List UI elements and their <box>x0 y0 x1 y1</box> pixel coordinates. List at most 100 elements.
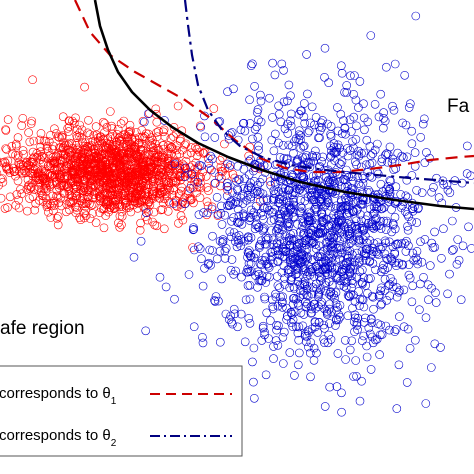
blue-point <box>221 309 231 319</box>
red-point <box>91 122 101 131</box>
red-point <box>124 193 133 202</box>
blue-point <box>445 269 454 279</box>
red-point <box>24 160 33 169</box>
blue-point <box>233 161 243 171</box>
red-point <box>53 162 62 172</box>
blue-point <box>288 257 298 266</box>
red-point <box>57 178 67 188</box>
red-point <box>152 221 162 231</box>
blue-point <box>430 339 440 349</box>
blue-point <box>343 210 352 220</box>
blue-point <box>321 278 331 287</box>
blue-point <box>284 197 294 207</box>
red-point <box>180 193 189 202</box>
blue-point <box>346 71 355 80</box>
blue-point <box>385 279 394 289</box>
blue-point <box>402 209 412 219</box>
blue-point <box>404 103 414 112</box>
blue-point <box>426 363 436 372</box>
blue-point <box>458 241 468 251</box>
blue-point <box>347 336 357 346</box>
blue-point <box>324 175 333 185</box>
blue-point <box>326 287 336 297</box>
blue-point <box>282 315 291 324</box>
blue-point <box>307 188 317 197</box>
red-point <box>85 130 95 139</box>
blue-point <box>294 126 304 135</box>
blue-point <box>307 324 317 334</box>
blue-point <box>234 175 243 184</box>
blue-point <box>273 198 283 207</box>
red-point <box>117 135 126 144</box>
blue-point <box>245 294 255 304</box>
red-point <box>13 133 23 142</box>
blue-point <box>430 227 439 237</box>
red-point <box>189 198 198 208</box>
blue-point <box>254 276 264 286</box>
blue-point <box>270 129 280 139</box>
blue-point <box>279 196 288 205</box>
blue-point <box>250 224 260 234</box>
blue-point <box>338 175 348 184</box>
red-point <box>97 150 106 159</box>
blue-point <box>357 295 367 304</box>
blue-point <box>297 249 307 258</box>
red-point <box>99 162 108 171</box>
red-point <box>66 167 76 176</box>
red-point <box>159 127 168 137</box>
blue-point <box>408 281 418 291</box>
blue-point <box>246 259 256 268</box>
blue-point <box>332 305 341 315</box>
red-point <box>164 161 174 171</box>
red-point <box>104 207 113 217</box>
blue-point <box>376 179 386 189</box>
red-point <box>70 202 80 211</box>
blue-point <box>211 292 221 301</box>
red-point <box>19 149 29 159</box>
blue-point <box>334 211 344 220</box>
blue-point <box>260 292 269 302</box>
red-point <box>24 128 33 137</box>
blue-point <box>284 218 293 227</box>
red-point <box>159 125 169 135</box>
blue-point <box>278 297 287 307</box>
red-point <box>174 189 184 198</box>
red-point <box>153 150 162 160</box>
red-point <box>209 104 219 113</box>
blue-point <box>239 211 249 220</box>
blue-point <box>253 181 262 190</box>
blue-point <box>348 137 357 146</box>
blue-point <box>341 258 351 268</box>
blue-point <box>246 194 255 204</box>
blue-point <box>388 242 398 252</box>
blue-point <box>326 131 336 141</box>
blue-point <box>352 224 361 234</box>
blue-point <box>334 310 344 319</box>
blue-point <box>372 139 382 149</box>
blue-point <box>253 133 263 142</box>
blue-point <box>427 238 437 248</box>
blue-point <box>365 329 375 339</box>
blue-point <box>400 207 410 216</box>
red-point <box>99 135 108 145</box>
red-point <box>138 116 148 126</box>
blue-point <box>253 267 263 277</box>
blue-point <box>395 286 404 296</box>
red-point <box>133 170 142 180</box>
blue-point <box>289 148 298 158</box>
blue-point <box>250 125 260 134</box>
red-point <box>190 177 199 187</box>
blue-point <box>256 117 266 127</box>
red-point <box>144 197 154 206</box>
red-point <box>178 215 188 225</box>
red-point <box>134 168 143 177</box>
blue-point <box>365 141 375 151</box>
blue-point <box>308 151 317 160</box>
blue-point <box>407 297 417 307</box>
red-point <box>112 147 122 157</box>
blue-point <box>217 220 227 229</box>
blue-point <box>223 159 232 169</box>
red-point <box>151 104 161 114</box>
blue-point <box>341 355 350 364</box>
blue-point <box>359 235 368 244</box>
